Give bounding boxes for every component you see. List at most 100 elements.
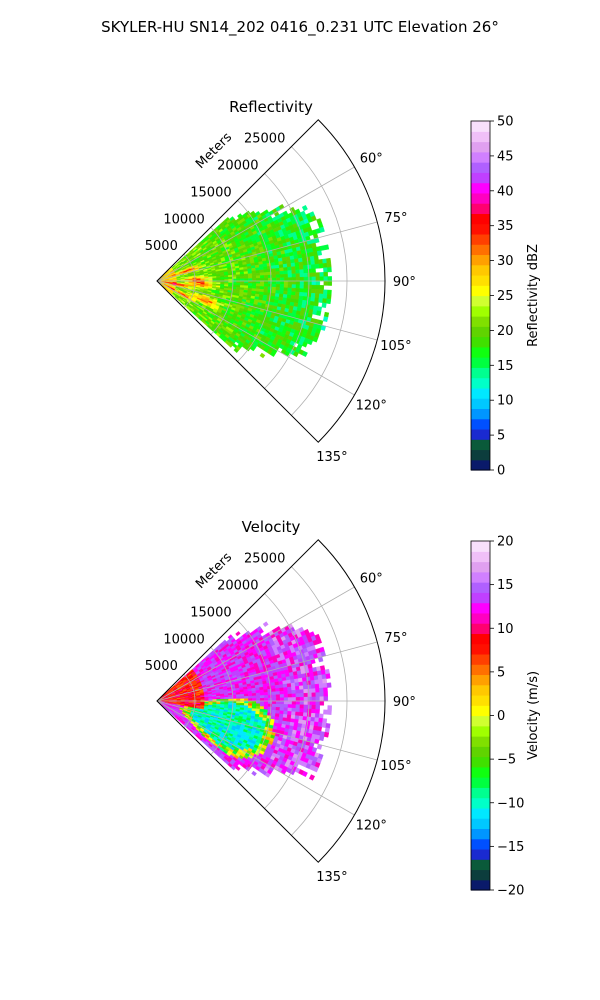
data-cell: [291, 711, 296, 716]
data-cell: [302, 264, 308, 270]
data-cell: [271, 700, 277, 705]
data-cell: [267, 694, 273, 699]
data-cell: [326, 682, 332, 688]
data-cell: [315, 280, 321, 286]
data-cell: [283, 273, 289, 278]
data-cell: [271, 691, 277, 696]
colorbar-swatch: [471, 694, 490, 706]
colorbar-swatch: [471, 602, 490, 614]
colorbar-tick-label: 50: [497, 115, 514, 130]
data-cell: [315, 709, 320, 714]
colorbar-swatch: [471, 274, 490, 286]
data-cell: [291, 277, 297, 282]
data-cell: [267, 286, 273, 291]
colorbar-swatch: [471, 582, 490, 593]
data-cell: [287, 686, 292, 691]
data-cell: [315, 289, 320, 294]
data-cell: [279, 697, 285, 702]
data-cell: [303, 688, 308, 694]
data-cell: [303, 272, 309, 278]
data-cell: [263, 694, 269, 699]
data-cell: [319, 696, 325, 702]
data-cell: [299, 292, 304, 297]
colorbar-swatch: [471, 684, 490, 696]
data-cell: [291, 689, 297, 695]
data-cell: [263, 692, 269, 696]
panel-title: Velocity: [242, 518, 301, 536]
radial-tick-label: 5000: [145, 659, 178, 674]
colorbar-tick-label: 30: [497, 254, 514, 269]
data-cell: [264, 277, 269, 282]
colorbar-tick-label: −15: [497, 840, 524, 855]
data-cell: [262, 621, 269, 628]
data-cell: [319, 289, 324, 295]
data-cell: [315, 272, 321, 278]
data-cell: [295, 269, 301, 274]
data-cell: [311, 268, 316, 274]
data-cell: [295, 288, 301, 293]
data-cell: [299, 696, 305, 702]
data-cell: [299, 704, 305, 709]
data-cell: [323, 276, 329, 282]
colorbar-swatch: [471, 787, 490, 799]
data-cell: [302, 681, 308, 686]
data-cell: [243, 693, 249, 697]
data-cell: [318, 293, 324, 299]
data-cell: [271, 694, 277, 699]
data-cell: [311, 708, 316, 714]
data-cell: [224, 697, 229, 700]
colorbar-swatch: [471, 131, 490, 143]
azimuth-tick-label: 135°: [316, 450, 347, 465]
vel-colorbar: −20 −15 −10 −5 0 5 10 15 20 Velocity (m/s): [470, 535, 541, 899]
data-cell: [259, 689, 265, 694]
data-cell: [271, 697, 277, 702]
data-cell: [283, 287, 289, 292]
radial-tick-label: 15000: [190, 185, 231, 200]
data-cell: [294, 678, 300, 684]
data-cell: [322, 258, 328, 264]
data-cell: [327, 289, 332, 295]
data-cell: [295, 689, 301, 694]
data-cell: [326, 257, 332, 264]
data-cell: [322, 682, 328, 689]
data-cell: [315, 276, 321, 282]
data-cell: [321, 302, 327, 308]
data-cell: [319, 700, 325, 706]
data-cell: [267, 697, 273, 702]
data-cell: [287, 693, 293, 698]
radial-tick-label: 25000: [244, 132, 285, 147]
colorbar-swatch: [471, 643, 490, 655]
data-cell: [267, 283, 273, 288]
data-cell: [303, 704, 309, 710]
colorbar-tick-label: 35: [497, 219, 514, 234]
data-cell: [263, 272, 269, 276]
data-cell: [275, 687, 280, 692]
colorbar-tick-label: 25: [497, 289, 514, 304]
data-cell: [327, 709, 332, 715]
data-cell: [286, 683, 292, 688]
data-cell: [267, 277, 273, 282]
data-cell: [282, 263, 288, 268]
data-cell: [311, 704, 317, 710]
data-cell: [275, 283, 281, 288]
data-cell: [308, 774, 316, 781]
data-cell: [283, 693, 289, 698]
data-cell: [255, 272, 261, 277]
azimuth-tick-label: 60°: [360, 571, 383, 586]
data-cell: [260, 277, 265, 282]
data-cell: [301, 204, 308, 212]
data-cell: [291, 273, 297, 278]
data-cell: [279, 277, 285, 282]
data-cell: [319, 687, 324, 693]
data-cell: [311, 276, 317, 282]
data-cell: [224, 277, 229, 280]
colorbar-swatch: [471, 623, 490, 634]
data-cell: [267, 274, 273, 279]
data-cell: [315, 700, 321, 706]
data-cell: [259, 275, 265, 279]
data-cell: [283, 690, 289, 695]
data-cell: [307, 284, 313, 290]
colorbar-swatch: [471, 439, 490, 451]
data-cell: [299, 276, 305, 282]
data-cell: [291, 686, 296, 691]
